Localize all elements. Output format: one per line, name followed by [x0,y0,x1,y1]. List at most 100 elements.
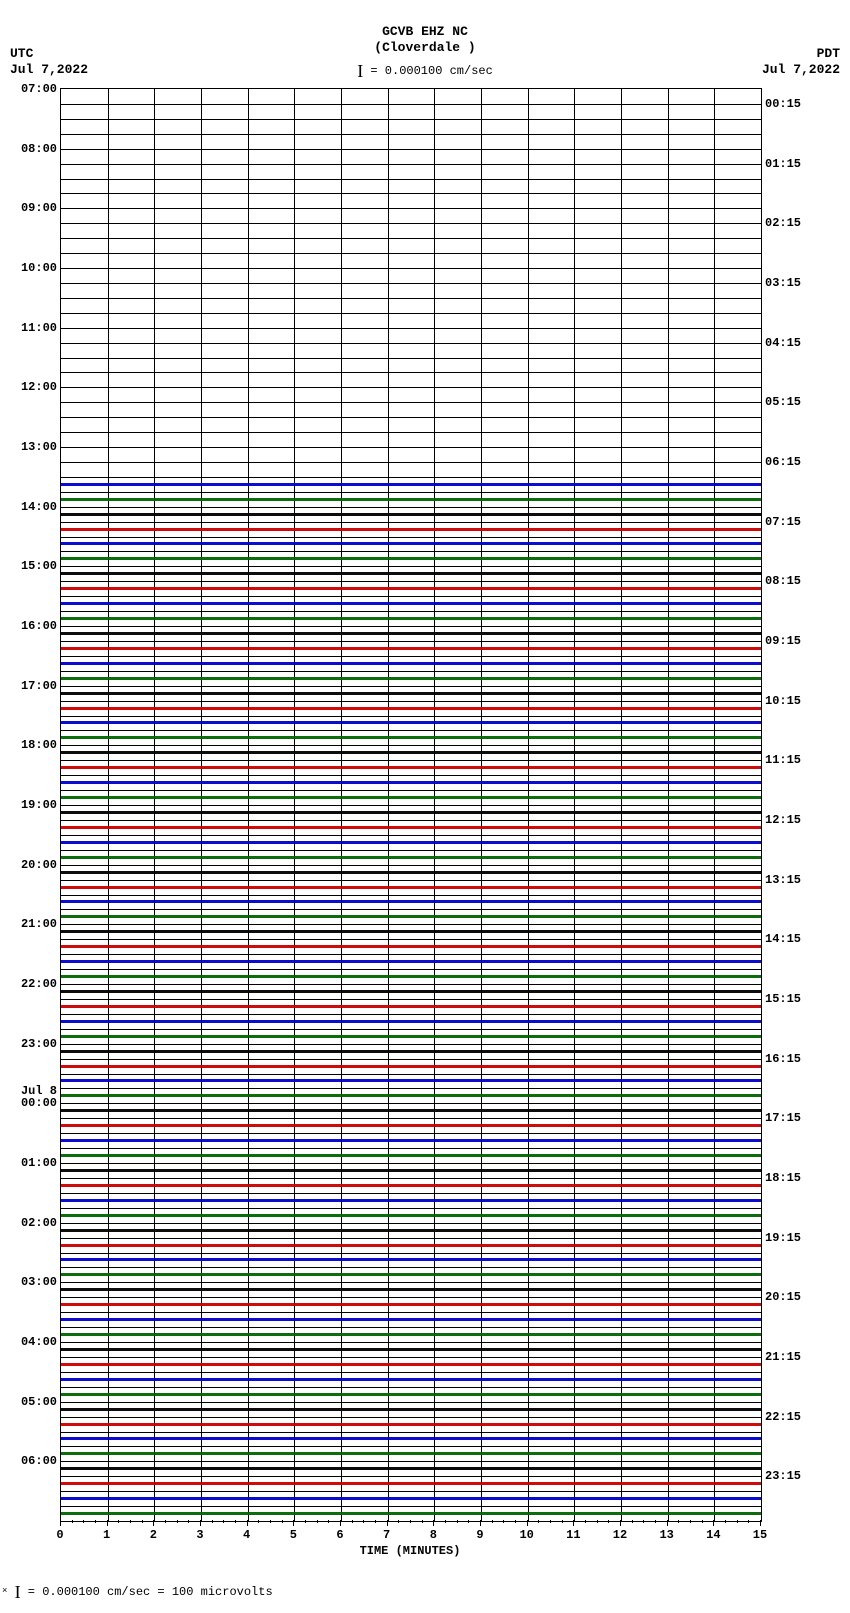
x-tick-minor [305,1520,306,1523]
x-tick [480,1520,481,1526]
grid-horizontal [61,1178,761,1179]
grid-horizontal [61,1103,761,1104]
grid-horizontal [61,1297,761,1298]
pdt-hour-label: 03:15 [761,276,801,290]
x-tick [527,1520,528,1526]
grid-horizontal [61,775,761,776]
pdt-hour-label: 01:15 [761,157,801,171]
grid-horizontal [61,1357,761,1358]
x-tick-minor [83,1520,84,1523]
x-tick [713,1520,714,1526]
seismic-trace [61,1184,761,1187]
station-code: GCVB EHZ NC [0,24,850,40]
grid-horizontal [61,119,761,120]
grid-horizontal [61,253,761,254]
x-tick-minor [375,1520,376,1523]
grid-horizontal [61,984,761,985]
seismic-trace [61,692,761,695]
seismic-trace [61,1452,761,1455]
grid-horizontal [61,149,761,150]
utc-hour-label: 06:00 [21,1454,61,1468]
utc-hour-label: 22:00 [21,977,61,991]
seismic-trace [61,1244,761,1247]
x-tick-minor [188,1520,189,1523]
x-tick-minor [690,1520,691,1523]
x-tick [387,1520,388,1526]
grid-horizontal [61,880,761,881]
utc-hour-label: 18:00 [21,738,61,752]
x-tick [200,1520,201,1526]
grid-horizontal [61,716,761,717]
grid-horizontal [61,1506,761,1507]
grid-horizontal [61,745,761,746]
seismic-trace [61,1467,761,1470]
grid-horizontal [61,313,761,314]
seismic-trace [61,900,761,903]
seismic-trace [61,1154,761,1157]
grid-horizontal [61,164,761,165]
station-location: (Cloverdale ) [0,40,850,56]
timezone-right: PDT Jul 7,2022 [762,46,840,77]
grid-horizontal [61,611,761,612]
seismic-trace [61,1229,761,1232]
seismic-trace [61,617,761,620]
tz-left-date: Jul 7,2022 [10,62,88,78]
grid-horizontal [61,790,761,791]
x-tick-minor [95,1520,96,1523]
seismic-trace [61,721,761,724]
grid-horizontal [61,969,761,970]
seismic-trace [61,1094,761,1097]
footer-scale: × I = 0.000100 cm/sec = 100 microvolts [2,1582,273,1603]
x-tick-label: 12 [613,1528,627,1542]
seismic-trace [61,1363,761,1366]
pdt-hour-label: 06:15 [761,455,801,469]
grid-horizontal [61,1148,761,1149]
x-tick [293,1520,294,1526]
x-tick-minor [725,1520,726,1523]
seismic-trace [61,841,761,844]
seismic-trace [61,945,761,948]
pdt-hour-label: 00:15 [761,97,801,111]
seismic-trace [61,1333,761,1336]
x-tick-minor [165,1520,166,1523]
x-tick-minor [457,1520,458,1523]
grid-horizontal [61,551,761,552]
x-tick-minor [608,1520,609,1523]
grid-horizontal [61,537,761,538]
x-tick [433,1520,434,1526]
pdt-hour-label: 21:15 [761,1350,801,1364]
grid-horizontal [61,387,761,388]
x-tick-label: 7 [383,1528,390,1542]
x-tick [153,1520,154,1526]
pdt-hour-label: 02:15 [761,216,801,230]
seismic-trace [61,1079,761,1082]
seismic-trace [61,990,761,993]
seismic-trace [61,1124,761,1127]
pdt-hour-label: 04:15 [761,336,801,350]
grid-horizontal [61,1163,761,1164]
grid-horizontal [61,924,761,925]
x-tick-minor [702,1520,703,1523]
grid-horizontal [61,641,761,642]
seismogram-container: GCVB EHZ NC (Cloverdale ) I = 0.000100 c… [0,0,850,1613]
seismic-trace [61,930,761,933]
seismic-trace [61,498,761,501]
grid-horizontal [61,298,761,299]
grid-horizontal [61,507,761,508]
x-tick-minor [643,1520,644,1523]
seismic-trace [61,572,761,575]
pdt-hour-label: 05:15 [761,395,801,409]
seismic-trace [61,662,761,665]
grid-horizontal [61,208,761,209]
grid-horizontal [61,179,761,180]
utc-hour-label: 10:00 [21,261,61,275]
x-tick-minor [130,1520,131,1523]
grid-horizontal [61,820,761,821]
seismic-trace [61,811,761,814]
seismic-trace [61,1437,761,1440]
seismic-trace [61,781,761,784]
seismic-trace [61,826,761,829]
grid-horizontal [61,104,761,105]
grid-horizontal [61,238,761,239]
x-tick-minor [562,1520,563,1523]
